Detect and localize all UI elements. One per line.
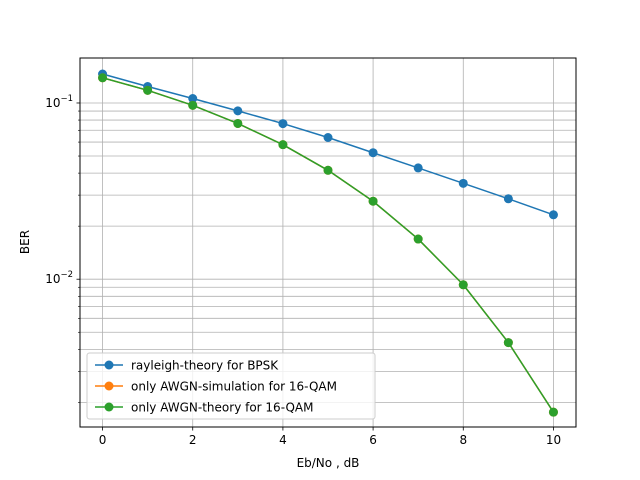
legend-label: only AWGN-theory for 16-QAM (131, 401, 313, 415)
y-tick-base: 10 (45, 272, 60, 286)
x-tick-label: 10 (546, 433, 561, 447)
series-2-point (188, 100, 198, 110)
legend-swatch-marker (104, 360, 114, 370)
series-2-point (278, 140, 288, 150)
series-0-point (368, 148, 378, 158)
series-0-point (548, 210, 558, 220)
y-axis-label: BER (18, 230, 32, 254)
legend-label: rayleigh-theory for BPSK (131, 359, 279, 373)
series-2-point (323, 165, 333, 175)
series-2-point (233, 118, 243, 128)
x-tick-label: 8 (459, 433, 467, 447)
legend-swatch-marker (104, 402, 114, 412)
x-tick-label: 4 (279, 433, 287, 447)
series-group (98, 69, 558, 417)
y-tick-exponent: −2 (60, 270, 73, 280)
y-tick-label: 10−2 (45, 270, 73, 286)
series-2-point (458, 280, 468, 290)
legend-box (86, 352, 376, 420)
plot-frame (79, 57, 577, 428)
y-tick-base: 10 (45, 96, 60, 110)
y-tick-label: 10−1 (45, 94, 73, 110)
legend-swatch-marker (104, 381, 114, 391)
series-2-point (548, 407, 558, 417)
x-tick-label: 0 (99, 433, 107, 447)
series-0-point (188, 94, 198, 104)
x-axis-label: Eb/No , dB (297, 456, 360, 470)
series-2-point (98, 73, 108, 83)
series-0-point (323, 133, 333, 143)
legend-label: only AWGN-simulation for 16-QAM (131, 380, 337, 394)
series-2-point (503, 338, 513, 348)
series-2-point (143, 85, 153, 95)
series-0-point (503, 194, 513, 204)
x-tick-label: 6 (369, 433, 377, 447)
series-2-point (413, 234, 423, 244)
series-0-point (413, 163, 423, 173)
series-0-point (278, 119, 288, 129)
legend: rayleigh-theory for BPSK only AWGN-simula… (86, 352, 376, 420)
series-2-point (368, 196, 378, 206)
series-0-point (458, 178, 468, 188)
x-tick-label: 2 (189, 433, 197, 447)
series-0-point (233, 106, 243, 116)
y-tick-exponent: −1 (60, 94, 73, 104)
